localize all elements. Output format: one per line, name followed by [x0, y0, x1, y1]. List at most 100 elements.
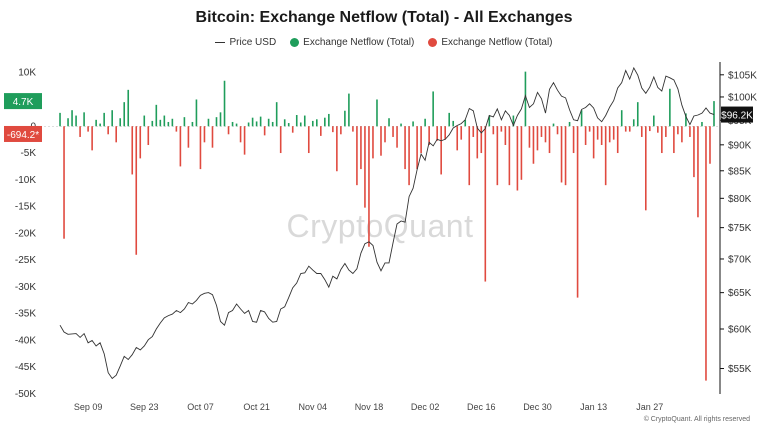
- netflow-bar-positive: [119, 118, 122, 127]
- y-left-tick-label: -30K: [15, 282, 36, 293]
- netflow-bar-positive: [512, 115, 515, 127]
- netflow-bar-negative: [532, 126, 535, 164]
- badge-positive-netflow-label: 4.7K: [13, 97, 34, 108]
- y-left-tick-label: -15K: [15, 202, 36, 213]
- watermark: CryptoQuant: [287, 208, 474, 244]
- netflow-bar-negative: [227, 126, 230, 135]
- legend-item-netflow-positive[interactable]: Exchange Netflow (Total): [290, 37, 414, 48]
- netflow-bar-negative: [175, 126, 178, 132]
- netflow-bar-negative: [384, 126, 386, 143]
- netflow-bar-positive: [713, 101, 715, 127]
- netflow-bar-negative: [576, 126, 579, 298]
- netflow-bar-negative: [596, 126, 599, 140]
- x-tick-label: Dec 16: [467, 402, 496, 412]
- netflow-bar-positive: [215, 117, 218, 127]
- x-tick-label: Oct 21: [243, 402, 270, 412]
- netflow-bar-positive: [163, 115, 166, 127]
- y-right-tick-label: $75K: [728, 223, 752, 234]
- y-left-tick-label: 10K: [18, 68, 36, 79]
- netflow-bar-positive: [103, 112, 105, 127]
- netflow-bar-negative: [135, 126, 138, 255]
- netflow-bar-negative: [147, 126, 150, 145]
- netflow-bar-positive: [316, 119, 318, 127]
- netflow-bar-negative: [63, 126, 65, 239]
- netflow-bar-positive: [432, 91, 434, 127]
- netflow-bar-positive: [400, 123, 402, 127]
- legend: Price USD Exchange Netflow (Total) Excha…: [0, 37, 768, 48]
- netflow-bar-negative: [336, 126, 338, 172]
- netflow-bar-positive: [143, 115, 146, 127]
- badge-current-price-label: $96.2K: [721, 111, 753, 122]
- netflow-bar-positive: [159, 119, 162, 127]
- netflow-bar-positive: [568, 121, 571, 127]
- netflow-bar-negative: [408, 126, 410, 186]
- netflow-bar-positive: [344, 110, 346, 127]
- netflow-bar-positive: [348, 93, 350, 127]
- netflow-bar-negative: [307, 126, 310, 154]
- netflow-bar-negative: [456, 126, 459, 151]
- netflow-bar-positive: [183, 117, 186, 127]
- netflow-bar-negative: [504, 126, 507, 145]
- netflow-bar-negative: [665, 126, 667, 137]
- netflow-bar-negative: [203, 126, 206, 143]
- netflow-bar-positive: [324, 117, 326, 127]
- netflow-bar-negative: [332, 126, 334, 133]
- y-right-axis: $105K$100K$95K$90K$85K$80K$75K$70K$65K$6…: [720, 70, 757, 375]
- netflow-bar-negative: [396, 126, 398, 148]
- y-left-tick-label: -25K: [15, 255, 36, 266]
- netflow-bar-positive: [235, 123, 238, 127]
- legend-line-marker: [215, 42, 226, 43]
- x-tick-label: Jan 13: [580, 402, 607, 412]
- netflow-bar-negative: [640, 126, 643, 137]
- legend-item-netflow-negative[interactable]: Exchange Netflow (Total): [428, 37, 553, 48]
- x-tick-label: Dec 02: [411, 402, 440, 412]
- netflow-bar-negative: [360, 126, 362, 170]
- netflow-bar-positive: [171, 118, 174, 127]
- netflow-bar-negative: [548, 126, 551, 154]
- netflow-bar-positive: [255, 121, 258, 127]
- y-right-tick-label: $105K: [728, 70, 757, 81]
- netflow-bar-positive: [259, 116, 262, 127]
- netflow-bar-negative: [380, 126, 382, 156]
- legend-dot-red: [428, 38, 438, 47]
- y-right-tick-label: $80K: [728, 194, 752, 205]
- netflow-bar-negative: [705, 126, 707, 381]
- x-tick-label: Jan 27: [636, 402, 663, 412]
- netflow-bar-positive: [155, 104, 158, 127]
- chart-title: Bitcoin: Exchange Netflow (Total) - All …: [195, 9, 573, 26]
- price-line: [59, 66, 715, 380]
- y-left-tick-label: -35K: [15, 309, 36, 320]
- netflow-bar-negative: [107, 126, 109, 135]
- netflow-bar-negative: [657, 126, 659, 133]
- netflow-bar-positive: [231, 121, 234, 127]
- netflow-bar-negative: [624, 126, 627, 132]
- netflow-bar-negative: [516, 126, 519, 191]
- netflow-bar-positive: [111, 110, 113, 127]
- netflow-bar-positive: [247, 122, 250, 127]
- y-right-tick-label: $100K: [728, 92, 757, 103]
- netflow-bar-negative: [661, 126, 663, 154]
- netflow-bar-positive: [452, 120, 455, 127]
- netflow-bar-negative: [468, 126, 471, 186]
- y-left-tick-label: -40K: [15, 335, 36, 346]
- netflow-bar-positive: [412, 121, 414, 127]
- netflow-bar-positive: [669, 88, 671, 127]
- netflow-bar-negative: [263, 126, 266, 136]
- netflow-bar-negative: [476, 126, 479, 159]
- y-left-tick-label: -45K: [15, 362, 36, 373]
- netflow-bar-negative: [697, 126, 699, 218]
- netflow-bar-negative: [649, 126, 651, 132]
- netflow-bar-negative: [677, 126, 679, 135]
- netflow-bar-negative: [179, 126, 182, 167]
- netflow-bar-negative: [592, 126, 595, 159]
- netflow-bar-positive: [303, 115, 306, 127]
- netflow-bar-negative: [560, 126, 563, 183]
- netflow-bar-negative: [608, 126, 611, 143]
- netflow-bar-positive: [636, 102, 639, 127]
- badge-negative-netflow: [4, 125, 42, 142]
- netflow-bar-negative: [584, 126, 587, 145]
- legend-item-price[interactable]: Price USD: [215, 37, 276, 48]
- netflow-bar-positive: [701, 121, 703, 127]
- netflow-bar-negative: [79, 126, 81, 137]
- netflow-bar-positive: [219, 112, 222, 127]
